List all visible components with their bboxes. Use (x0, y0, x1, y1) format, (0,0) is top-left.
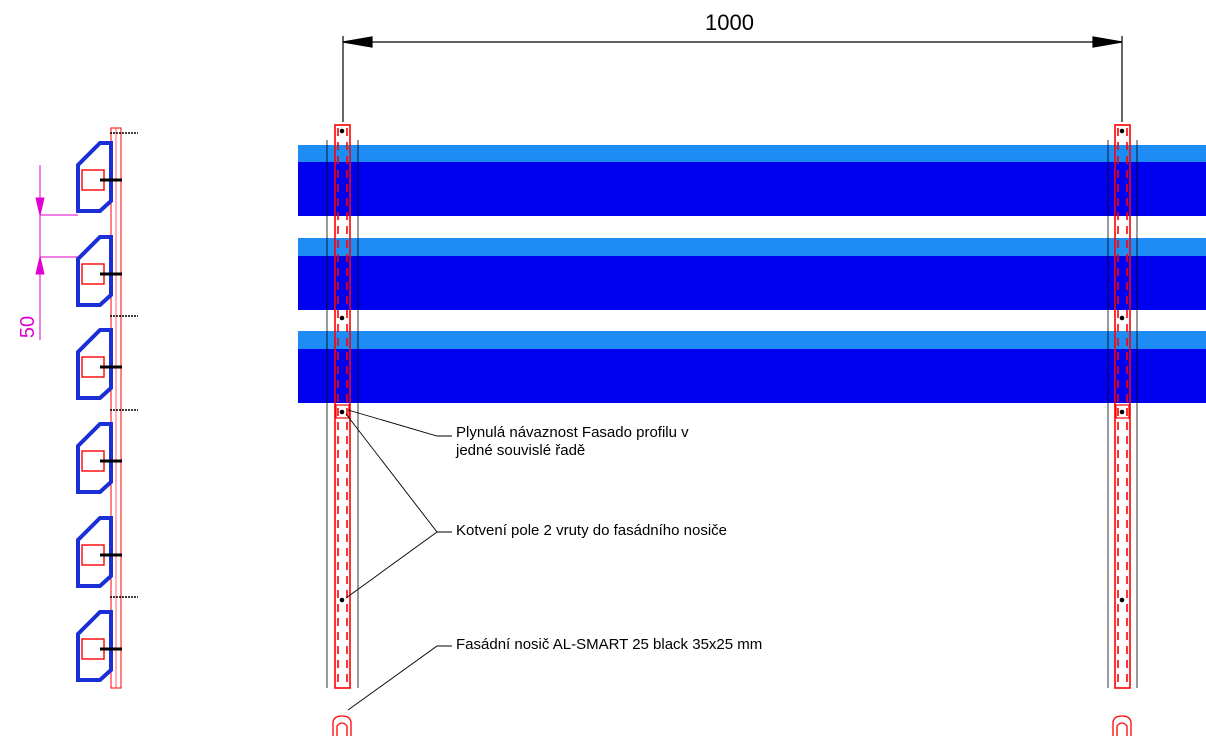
side-section (110, 127, 138, 689)
rail-section-symbol (1112, 715, 1132, 736)
fasado-profile-section (76, 610, 122, 682)
screw-point (339, 409, 345, 415)
screw-point (1119, 315, 1125, 321)
screw-point (339, 597, 345, 603)
carrier-rail-left (326, 124, 359, 736)
note-anchoring: Kotvení pole 2 vruty do fasádního nosiče (456, 522, 728, 539)
screw-point (339, 128, 345, 134)
board-1 (298, 145, 1206, 216)
fasado-profile-section (76, 235, 122, 307)
rail-section-symbol (332, 715, 352, 736)
dimension-arrow-left (342, 36, 373, 48)
width-dimension-label: 1000 (705, 10, 754, 35)
note-continuous-line-2: jedné souvislé řadě (456, 442, 586, 459)
note-carrier-profile: Fasádní nosič AL-SMART 25 black 35x25 mm (456, 636, 763, 653)
width-dimension (342, 36, 1123, 122)
screw-point (1119, 597, 1125, 603)
dimension-arrow-right (1092, 36, 1123, 48)
screw-point (1119, 128, 1125, 134)
screw-point (339, 315, 345, 321)
board-2 (298, 238, 1206, 310)
carrier-rail-right (1107, 124, 1138, 736)
note-continuous-line-1: Plynulá návaznost Fasado profilu v (456, 424, 689, 441)
spacing-dimension (35, 165, 78, 340)
leader-lines (345, 409, 452, 711)
facade-boards (298, 145, 1206, 403)
fasado-profile-section (76, 422, 122, 494)
fasado-profile-section (76, 328, 122, 400)
screw-point (1119, 409, 1125, 415)
spacing-dimension-label: 50 (17, 315, 39, 339)
fasado-profile-section (76, 516, 122, 588)
fasado-profile-section (76, 141, 122, 213)
board-3 (298, 331, 1206, 403)
